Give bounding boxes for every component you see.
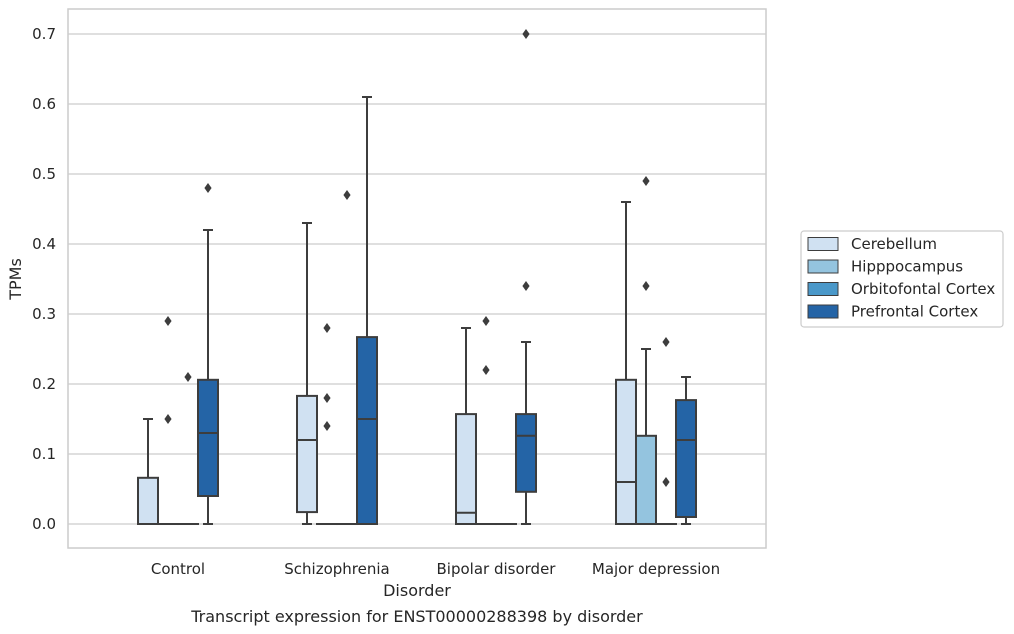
box-prefrontal-cortex — [356, 96, 378, 525]
legend-frame — [800, 230, 1004, 328]
box — [356, 336, 378, 525]
x-tick-labels: Control Schizophrenia Bipolar disorder Majo… — [151, 560, 720, 578]
box — [675, 399, 697, 519]
box — [137, 476, 159, 525]
x-tick-label: Major depression — [592, 560, 720, 578]
legend-label: Prefrontal Cortex — [851, 303, 978, 321]
outlier-point — [642, 176, 650, 186]
y-tick-label: 0.6 — [32, 95, 56, 113]
outlier-point — [662, 477, 670, 487]
box — [615, 378, 637, 525]
box-hipppocampus — [635, 176, 657, 525]
box-cerebellum — [615, 201, 637, 525]
legend-swatch — [807, 259, 839, 274]
outlier-point — [184, 372, 192, 382]
legend-entry: Prefrontal Cortex — [807, 303, 978, 321]
legend-label: Cerebellum — [851, 235, 937, 253]
outlier-point — [323, 393, 331, 403]
legend-label: Orbitofontal Cortex — [851, 280, 995, 298]
legend-entry: Hipppocampus — [807, 258, 963, 276]
y-tick-label: 0.1 — [32, 445, 56, 463]
box-plot-series — [137, 29, 697, 526]
legend: Cerebellum Hipppocampus Orbitofontal Corte… — [800, 230, 1004, 328]
y-tick-labels: 0.0 0.1 0.2 0.3 0.4 0.5 0.6 0.7 — [32, 25, 56, 533]
outlier-point — [323, 421, 331, 431]
legend-swatch — [807, 304, 839, 319]
box — [296, 394, 318, 514]
box-cerebellum — [455, 327, 477, 526]
outlier-point — [522, 29, 530, 39]
box-prefrontal-cortex — [197, 183, 219, 525]
y-tick-label: 0.3 — [32, 305, 56, 323]
box-hipppocampus — [157, 316, 179, 526]
outlier-point — [522, 281, 530, 291]
outlier-point — [323, 323, 331, 333]
y-tick-label: 0.2 — [32, 375, 56, 393]
x-tick-label: Control — [151, 560, 205, 578]
outlier-point — [642, 281, 650, 291]
outlier-point — [662, 337, 670, 347]
legend-swatch — [807, 282, 839, 296]
y-tick-label: 0.4 — [32, 235, 56, 253]
outlier-point — [204, 183, 212, 193]
box-prefrontal-cortex — [675, 376, 697, 525]
legend-entry: Orbitofontal Cortex — [807, 280, 995, 298]
y-axis-label: TPMs — [6, 258, 25, 301]
chart-caption: Transcript expression for ENST0000028839… — [190, 607, 643, 626]
legend-swatch — [807, 237, 839, 251]
box-hipppocampus — [316, 323, 338, 526]
box-prefrontal-cortex — [515, 29, 537, 525]
outlier-point — [164, 316, 172, 326]
plot-area-frame — [67, 8, 767, 549]
x-axis-label: Disorder — [383, 581, 451, 600]
box-cerebellum — [137, 418, 159, 525]
outlier-point — [164, 414, 172, 424]
x-tick-label: Bipolar disorder — [437, 560, 557, 578]
box-hipppocampus — [475, 316, 497, 526]
outlier-point — [482, 365, 490, 375]
box-orbitofontal-cortex — [336, 190, 358, 526]
y-tick-label: 0.5 — [32, 165, 56, 183]
box — [455, 413, 477, 526]
gridlines — [68, 33, 766, 525]
box-orbitofontal-cortex — [655, 337, 677, 526]
legend-label: Hipppocampus — [851, 258, 963, 276]
box — [635, 434, 657, 525]
box — [197, 378, 219, 497]
y-tick-label: 0.7 — [32, 25, 56, 43]
y-tick-label: 0.0 — [32, 515, 56, 533]
outlier-point — [482, 316, 490, 326]
box-orbitofontal-cortex — [177, 372, 199, 526]
box — [515, 413, 537, 493]
legend-entry: Cerebellum — [807, 235, 937, 253]
box-cerebellum — [296, 222, 318, 525]
outlier-point — [343, 190, 351, 200]
x-tick-label: Schizophrenia — [284, 560, 389, 578]
